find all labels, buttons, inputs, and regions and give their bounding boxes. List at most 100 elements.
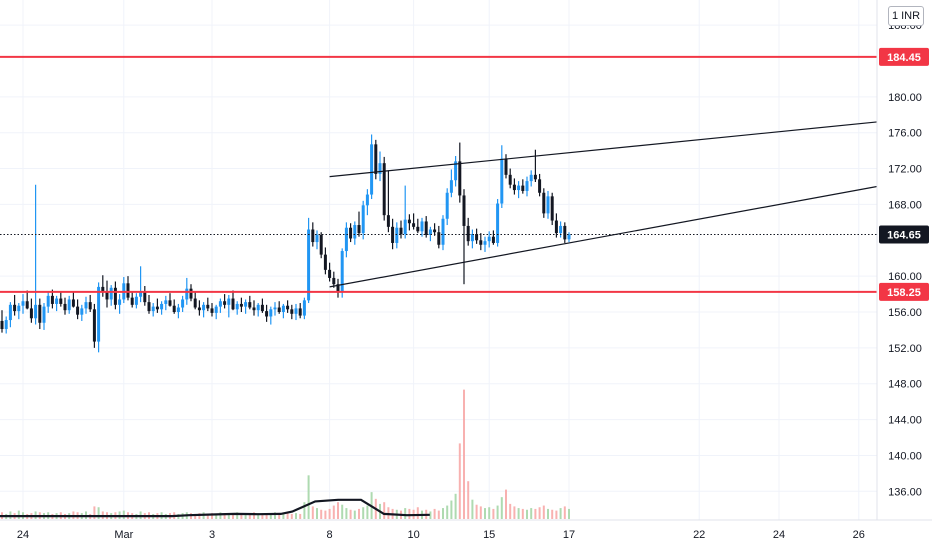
candle-body (412, 223, 416, 227)
time-axis[interactable]: 24 Mar 3 8 10 15 17 22 24 26 (17, 529, 865, 541)
volume-bar (475, 504, 478, 519)
volume-bar (437, 510, 440, 519)
candle-body (84, 302, 88, 309)
candle-body (59, 298, 63, 304)
x-tick-label: 8 (327, 529, 333, 541)
candle-body (25, 301, 29, 309)
x-tick-label: 24 (773, 529, 785, 541)
trendlines[interactable] (329, 121, 878, 288)
volume-bar (568, 508, 570, 519)
resistance-price-label: 184.45 (887, 52, 921, 64)
candle-body (252, 307, 256, 311)
candle-body (185, 288, 189, 300)
x-tick-label: 15 (483, 529, 495, 541)
volume-bar (559, 508, 562, 519)
candle-body (265, 311, 269, 317)
candle-body (349, 227, 353, 239)
candle-body (475, 234, 479, 241)
y-tick-label: 136.00 (888, 486, 922, 498)
candle-body (118, 299, 122, 305)
candle-body (231, 298, 235, 310)
candle-body (277, 307, 281, 312)
volume-bar (223, 513, 226, 519)
candle-body (504, 158, 508, 175)
candle-body (470, 234, 474, 242)
candle-body (286, 305, 290, 310)
y-tick-label: 180.00 (888, 92, 922, 104)
candle-body (386, 215, 390, 227)
candle-body (244, 302, 248, 307)
volume-bar (362, 507, 365, 519)
volume-bar (446, 505, 449, 519)
volume-bar (299, 513, 302, 519)
candle-body (487, 236, 491, 242)
volume-bar (505, 489, 507, 519)
volume-bar (244, 513, 247, 519)
candle-body (365, 194, 369, 206)
volume-bar (328, 508, 331, 519)
candle-body (13, 304, 17, 312)
candle-body (273, 307, 277, 310)
current-label-bg (879, 225, 929, 244)
candle-body (197, 307, 201, 311)
candle-body (46, 295, 50, 307)
candle-body (525, 181, 529, 191)
currency-button[interactable]: 1 INR (888, 6, 924, 26)
volume-bar (320, 509, 323, 519)
candle-body (550, 196, 554, 221)
candle-body (361, 205, 365, 234)
candle-body (374, 144, 378, 174)
trendline (329, 121, 878, 178)
candle-body (71, 299, 75, 307)
candle-body (546, 196, 550, 214)
candle-body (34, 304, 38, 319)
volume-bar (517, 508, 520, 519)
candle-body (0, 320, 4, 330)
y-tick-label: 172.00 (888, 164, 922, 176)
candle-body (260, 304, 264, 312)
volume-bar (404, 508, 407, 519)
candle-body (378, 163, 382, 174)
volume-bar (332, 505, 335, 519)
volume-bar (345, 508, 348, 519)
price-axis[interactable]: 188.00 180.00 176.00 172.00 168.00 160.00 156.… (888, 20, 922, 498)
candle-body (315, 234, 319, 243)
y-tick-label: 188.00 (888, 20, 922, 32)
candle-body (437, 232, 441, 245)
candle-body (17, 305, 21, 312)
volume-bar (530, 508, 533, 519)
candle-body (168, 300, 172, 306)
x-tick-label: Mar (114, 529, 133, 541)
candle-body (223, 301, 227, 305)
candle-body (151, 306, 155, 312)
volume-bar (215, 513, 218, 519)
candle-body (328, 269, 332, 278)
y-tick-label: 168.00 (888, 199, 922, 211)
volume-bar (324, 510, 327, 519)
candle-body (206, 304, 210, 309)
volume-bar (547, 508, 549, 519)
candle-body (42, 306, 46, 323)
support-price-label: 158.25 (887, 287, 921, 299)
volume-bar (467, 481, 470, 519)
candle-body (496, 203, 500, 243)
x-tick-label: 10 (407, 529, 419, 541)
candle-body (517, 185, 521, 191)
candle-body (218, 301, 222, 307)
candle-body (248, 302, 252, 308)
candle-body (559, 225, 563, 234)
candle-body (449, 180, 453, 193)
volume-bar (282, 513, 285, 519)
volume-bar (492, 508, 495, 519)
candle-body (239, 303, 243, 307)
y-tick-label: 148.00 (888, 379, 922, 391)
candle-body (512, 184, 516, 191)
candle-body (454, 161, 458, 181)
candle-body (126, 283, 130, 298)
volume-bar (484, 508, 486, 519)
volume-bar (219, 512, 222, 519)
candle-body (307, 229, 311, 301)
candle-body (567, 234, 571, 240)
horizontal-levels[interactable] (0, 55, 877, 293)
